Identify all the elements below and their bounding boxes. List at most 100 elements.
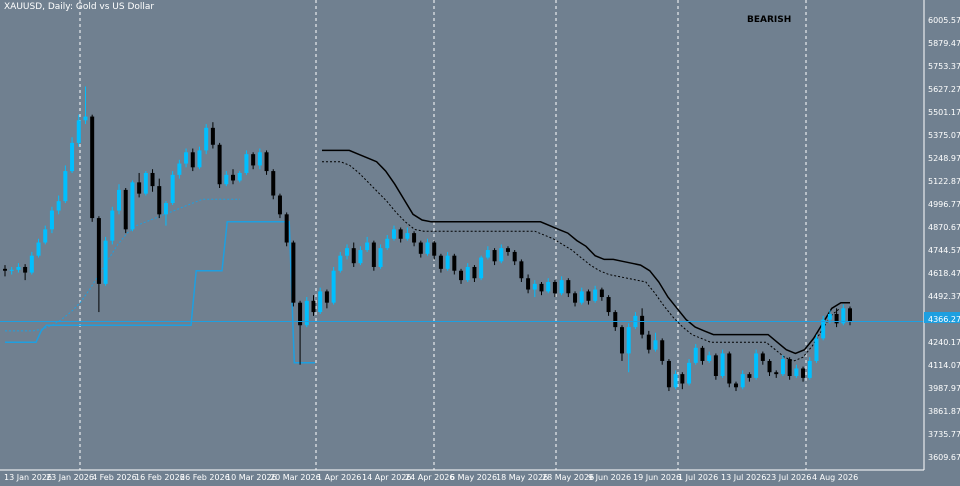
- price-tick-label: 5501.17: [928, 108, 960, 117]
- bull-candle: [425, 242, 430, 254]
- date-tick-label: 19 Jun 2026: [633, 473, 682, 482]
- bear-candle: [432, 242, 437, 256]
- bear-candle: [284, 214, 289, 243]
- lower-dotted-line: [5, 198, 240, 332]
- bull-candle: [318, 291, 323, 313]
- bull-candle: [224, 174, 229, 185]
- bull-candle: [197, 150, 202, 168]
- bull-candle: [304, 300, 309, 326]
- bull-candle: [237, 172, 242, 181]
- bull-candle: [559, 280, 564, 294]
- bull-candle: [56, 201, 61, 211]
- price-tick-label: 4996.77: [928, 200, 960, 209]
- bull-candle: [687, 362, 692, 384]
- bull-candle: [378, 248, 383, 267]
- bull-candle: [365, 242, 370, 251]
- bear-candle: [713, 355, 718, 376]
- date-tick-label: 1 Jul 2026: [678, 473, 719, 482]
- bear-candle: [438, 255, 443, 269]
- bull-candle: [740, 374, 745, 388]
- bull-candle: [244, 154, 249, 173]
- bull-candle: [794, 368, 799, 376]
- price-tick-label: 4870.67: [928, 223, 960, 232]
- price-tick-label: 3861.87: [928, 407, 960, 416]
- bull-candle: [499, 248, 504, 262]
- bear-candle: [539, 283, 544, 292]
- bear-candle: [700, 347, 705, 361]
- bear-candle: [371, 242, 376, 267]
- bull-candle: [673, 374, 678, 388]
- price-tick-label: 5879.47: [928, 39, 960, 48]
- date-tick-label: 16 Feb 2026: [135, 473, 185, 482]
- bull-candle: [184, 152, 189, 164]
- price-tick-label: 5753.37: [928, 62, 960, 71]
- bear-candle: [123, 189, 128, 230]
- bull-candle: [693, 347, 698, 363]
- bull-candle: [117, 189, 122, 211]
- date-tick-label: 26 Feb 2026: [180, 473, 230, 482]
- bull-candle: [130, 182, 135, 230]
- bear-candle: [157, 186, 162, 215]
- bear-candle: [747, 374, 752, 378]
- date-tick-label: 4 Aug 2026: [812, 473, 859, 482]
- bull-candle: [177, 163, 182, 175]
- date-tick-label: 9 Jun 2026: [588, 473, 632, 482]
- bear-candle: [573, 293, 578, 303]
- bull-candle: [626, 327, 631, 354]
- bear-candle: [646, 334, 651, 350]
- bull-candle: [170, 174, 175, 204]
- bull-candle: [485, 250, 490, 258]
- price-tick-label: 4744.57: [928, 246, 960, 255]
- current-price-marker: [924, 312, 960, 323]
- candles: [3, 86, 852, 392]
- bear-candle: [774, 372, 779, 375]
- bull-candle: [163, 203, 168, 215]
- bull-candle: [707, 355, 712, 361]
- bull-candle: [532, 283, 537, 290]
- date-tick-label: 23 Jul 2026: [766, 473, 812, 482]
- bull-candle: [257, 152, 262, 166]
- bear-candle: [660, 340, 665, 361]
- bear-candle: [586, 291, 591, 301]
- signal-label: BEARISH: [747, 15, 792, 25]
- bull-candle: [63, 171, 68, 202]
- bull-candle: [83, 116, 88, 121]
- bear-candle: [311, 300, 316, 313]
- bear-candle: [23, 266, 28, 273]
- bear-candle: [848, 308, 852, 322]
- bear-candle: [96, 218, 101, 284]
- bull-candle: [358, 250, 363, 264]
- bear-candle: [418, 242, 423, 254]
- bull-candle: [593, 289, 598, 301]
- date-tick-label: 28 May 2026: [542, 473, 595, 482]
- bear-candle: [298, 302, 303, 326]
- bull-candle: [331, 270, 336, 303]
- bear-candle: [398, 229, 403, 239]
- bear-candle: [264, 152, 269, 172]
- bull-candle: [49, 210, 54, 230]
- date-tick-label: 20 Mar 2026: [270, 473, 321, 482]
- bear-candle: [834, 313, 839, 324]
- bull-candle: [16, 266, 21, 270]
- bear-candle: [727, 353, 732, 384]
- bear-candle: [472, 266, 477, 279]
- bull-candle: [827, 313, 832, 320]
- upper-dotted-channel: [322, 161, 841, 362]
- bear-candle: [787, 359, 792, 376]
- bull-candle: [143, 172, 148, 194]
- price-tick-label: 6005.57: [928, 16, 960, 25]
- bear-candle: [566, 280, 571, 294]
- date-tick-label: 13 Jul 2026: [721, 473, 767, 482]
- bull-candle: [43, 229, 48, 243]
- bull-candle: [780, 359, 785, 375]
- bull-candle: [814, 338, 819, 361]
- lower-channel: [5, 221, 315, 364]
- bear-candle: [606, 297, 611, 313]
- price-tick-label: 5627.27: [928, 85, 960, 94]
- upper-dotted-line: [322, 161, 841, 362]
- bull-candle: [754, 353, 759, 378]
- bear-candle: [251, 154, 256, 166]
- date-tick-label: 23 Jan 2026: [46, 473, 94, 482]
- date-tick-label: 24 Apr 2026: [405, 473, 455, 482]
